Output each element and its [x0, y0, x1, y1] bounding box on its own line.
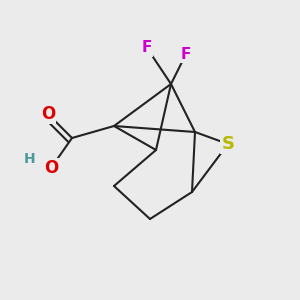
Text: H: H — [24, 152, 36, 166]
Text: F: F — [181, 46, 191, 62]
Text: S: S — [221, 135, 235, 153]
Text: O: O — [44, 159, 58, 177]
Text: F: F — [142, 40, 152, 56]
Text: O: O — [41, 105, 55, 123]
